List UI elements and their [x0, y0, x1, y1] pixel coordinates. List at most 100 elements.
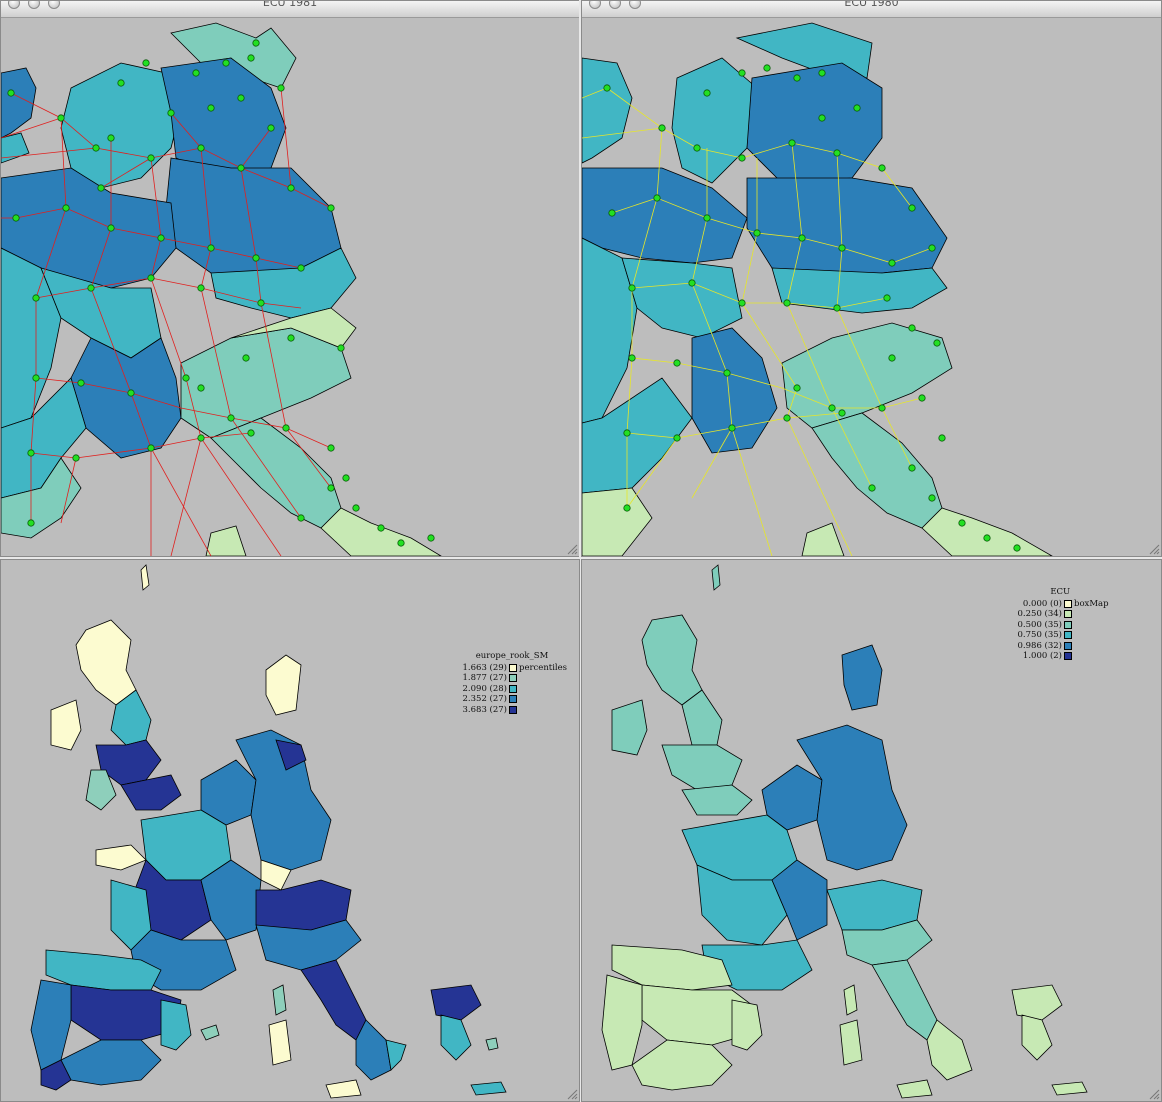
legend-row: 0.000 (0) boxMap [1012, 599, 1109, 610]
window-gap-vertical [579, 0, 581, 1102]
region-germany [235, 729, 332, 871]
legend-swatch [1064, 620, 1072, 629]
legend-row-label: 1.663 (29) [462, 662, 507, 673]
legend-swatch [509, 684, 517, 693]
map-canvas-1980[interactable] [582, 18, 1161, 556]
legend-row-label: 0.750 (35) [1017, 630, 1062, 640]
resize-handle[interactable] [566, 543, 578, 555]
legend-row-label: 2.352 (27) [462, 694, 507, 704]
window-percentile-map[interactable]: europe_rook_SM 1.663 (29) percentiles 1.… [0, 559, 580, 1102]
legend-row: 0.750 (35) [1012, 630, 1109, 641]
legend-row: 3.683 (27) [457, 705, 567, 716]
region-uk-south [1, 132, 30, 164]
window-box-map[interactable]: ECU 0.000 (0) boxMap 0.250 (34) 0.500 (3… [581, 559, 1162, 1102]
legend-row: 0.986 (32) [1012, 641, 1109, 652]
legend-row-label: 0.250 (34) [1017, 609, 1062, 619]
region-spain-east [731, 999, 763, 1051]
region-benelux [671, 57, 758, 184]
region-italy-north [841, 919, 933, 966]
region-denmark [265, 654, 302, 716]
window-titlebar[interactable]: ECU 1981 [1, 1, 579, 18]
legend-row-label: 1.000 (2) [1022, 651, 1062, 661]
region-england-mid [661, 744, 743, 791]
region-corsica [801, 522, 845, 556]
legend-row-label: 3.683 (27) [462, 704, 507, 715]
map-1980 [582, 22, 1053, 556]
region-ireland [611, 699, 648, 756]
legend-percentiles[interactable]: europe_rook_SM 1.663 (29) percentiles 1.… [457, 651, 568, 716]
map-europe-percentile [30, 564, 507, 1099]
resize-handle[interactable] [1148, 543, 1160, 555]
region-greece-south [440, 1014, 472, 1061]
region-spain-south [60, 1039, 162, 1086]
region-scotland [641, 614, 703, 706]
legend-swatch [509, 705, 517, 714]
zoom-window-button[interactable] [629, 1, 641, 9]
legend-swatch [509, 695, 517, 704]
region-portugal [601, 974, 643, 1071]
region-aegean [485, 1037, 499, 1051]
window-ecu-1981[interactable]: ECU 1981 [0, 0, 580, 557]
region-greece-south [1021, 1014, 1053, 1061]
region-france-centre [696, 864, 788, 946]
legend-swatch [1064, 641, 1072, 650]
region-italy-central [811, 412, 943, 529]
window-ecu-1980[interactable]: ECU 1980 [581, 0, 1162, 557]
region-corsica [205, 525, 247, 556]
legend-method: percentiles [519, 662, 568, 673]
region-italy-south [926, 1019, 973, 1081]
region-italy-heel [385, 1039, 407, 1071]
minimize-window-button[interactable] [609, 1, 621, 9]
map-1981 [1, 22, 442, 556]
region-italy-central [300, 959, 367, 1041]
region-sicily [325, 1079, 362, 1099]
region-spain-north [1, 457, 82, 539]
region-greece-north [430, 984, 482, 1021]
region-italy-north [255, 919, 362, 971]
window-title: ECU 1980 [844, 0, 899, 9]
region-italy-central [871, 959, 938, 1041]
region-italy-south [320, 507, 442, 556]
legend-swatch [1064, 652, 1072, 661]
region-portugal [30, 979, 72, 1071]
map-canvas-1981[interactable] [1, 18, 579, 556]
resize-handle[interactable] [566, 1088, 578, 1100]
region-sicily [896, 1079, 933, 1099]
region-ireland [50, 699, 82, 751]
legend-row-label: 0.986 (32) [1017, 640, 1062, 651]
region-france-centre [621, 257, 743, 339]
region-corsica [843, 984, 858, 1016]
legend-row-label: 2.090 (28) [462, 683, 507, 694]
neighbor-links-1980 [582, 87, 933, 556]
legend-row: 1.000 (2) [1012, 651, 1109, 662]
region-france-southeast [691, 327, 778, 454]
region-brittany [95, 844, 147, 871]
close-window-button[interactable] [589, 1, 601, 9]
window-title: ECU 1981 [262, 0, 318, 9]
region-balearic [200, 1024, 220, 1041]
legend-swatch [1064, 599, 1072, 608]
map-europe-boxmap [601, 564, 1088, 1099]
legend-row: 1.877 (27) [457, 673, 567, 684]
close-window-button[interactable] [8, 1, 20, 9]
legend-row-label: 0.500 (35) [1017, 619, 1062, 630]
legend-boxmap[interactable]: ECU 0.000 (0) boxMap 0.250 (34) 0.500 (3… [1012, 587, 1109, 662]
resize-handle[interactable] [1148, 1088, 1160, 1100]
region-england-south [681, 784, 753, 816]
region-sardinia [268, 1019, 292, 1066]
region-wales [85, 769, 117, 811]
map-canvas-percentile[interactable]: europe_rook_SM 1.663 (29) percentiles 1.… [1, 560, 579, 1101]
region-alps [771, 267, 948, 314]
map-canvas-boxmap[interactable]: ECU 0.000 (0) boxMap 0.250 (34) 0.500 (3… [582, 560, 1161, 1101]
window-titlebar[interactable]: ECU 1980 [582, 1, 1161, 18]
zoom-window-button[interactable] [48, 1, 60, 9]
region-crete [1051, 1081, 1088, 1096]
region-england-south [120, 774, 182, 811]
region-spain-southwest [40, 1059, 72, 1091]
legend-swatch [1064, 631, 1072, 640]
region-france-east [200, 859, 262, 941]
region-uk [582, 57, 633, 164]
minimize-window-button[interactable] [28, 1, 40, 9]
region-denmark [841, 644, 883, 711]
region-scotland [75, 619, 137, 706]
